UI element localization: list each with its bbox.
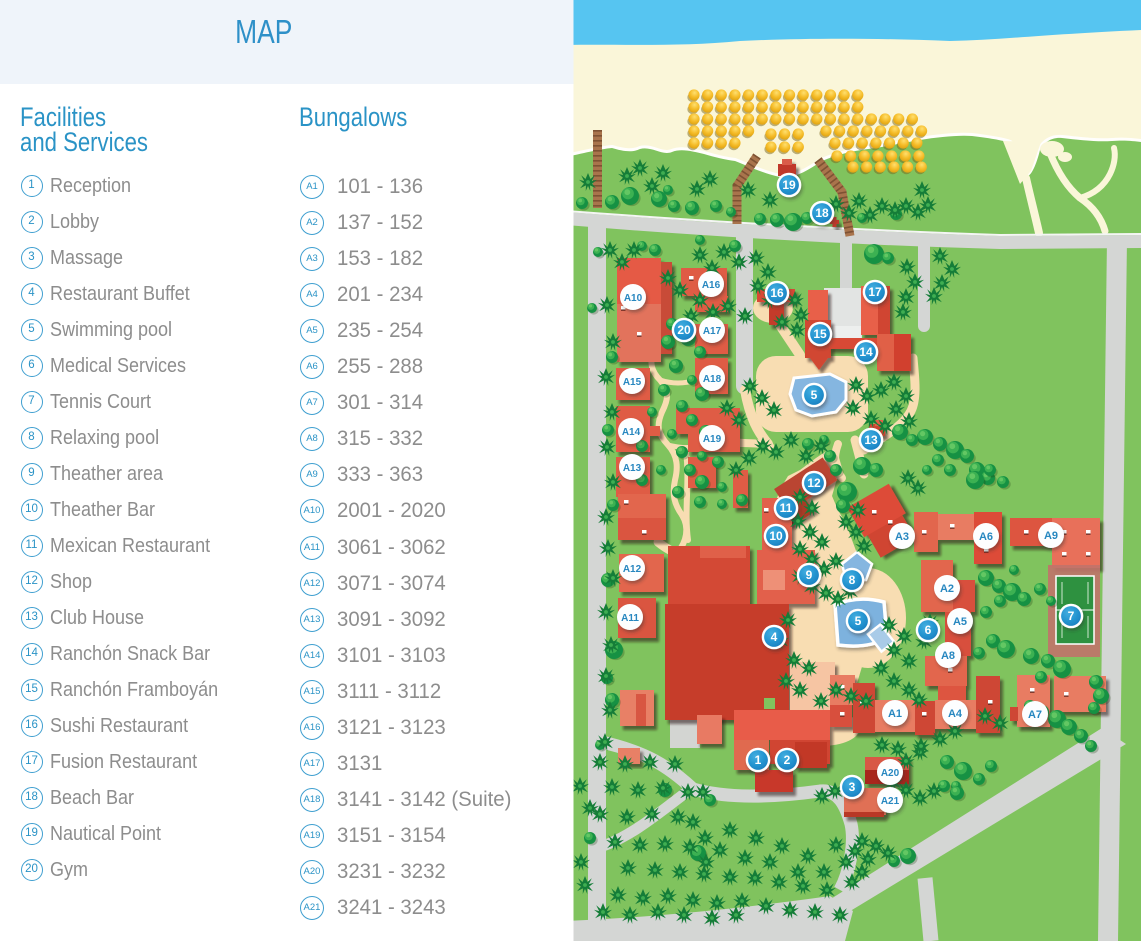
svg-text:15: 15 bbox=[813, 327, 827, 341]
svg-text:A9: A9 bbox=[1044, 530, 1058, 542]
svg-text:4: 4 bbox=[771, 630, 778, 644]
svg-text:20: 20 bbox=[677, 323, 691, 337]
svg-text:A14: A14 bbox=[622, 427, 641, 438]
svg-text:12: 12 bbox=[807, 476, 821, 490]
svg-text:A10: A10 bbox=[624, 293, 643, 304]
svg-text:17: 17 bbox=[868, 285, 882, 299]
svg-text:A5: A5 bbox=[953, 616, 967, 628]
svg-text:13: 13 bbox=[864, 433, 878, 447]
svg-text:18: 18 bbox=[815, 206, 829, 220]
svg-text:A19: A19 bbox=[703, 434, 722, 445]
svg-text:A13: A13 bbox=[623, 463, 642, 474]
svg-text:1: 1 bbox=[755, 753, 762, 767]
svg-text:A8: A8 bbox=[941, 650, 955, 662]
svg-text:7: 7 bbox=[1068, 609, 1075, 623]
svg-text:6: 6 bbox=[925, 623, 932, 637]
svg-text:2: 2 bbox=[784, 753, 791, 767]
svg-text:16: 16 bbox=[770, 286, 784, 300]
svg-text:9: 9 bbox=[806, 568, 813, 582]
svg-text:19: 19 bbox=[782, 178, 796, 192]
svg-text:A18: A18 bbox=[703, 374, 722, 385]
svg-text:A4: A4 bbox=[948, 708, 963, 720]
svg-text:5: 5 bbox=[811, 388, 818, 402]
svg-text:10: 10 bbox=[769, 529, 783, 543]
svg-text:11: 11 bbox=[780, 501, 793, 515]
svg-text:3: 3 bbox=[849, 780, 856, 794]
svg-text:A12: A12 bbox=[623, 564, 642, 575]
svg-text:14: 14 bbox=[859, 345, 873, 359]
svg-text:A11: A11 bbox=[621, 613, 639, 624]
svg-text:A3: A3 bbox=[895, 531, 909, 543]
svg-text:A6: A6 bbox=[979, 531, 993, 543]
svg-text:5: 5 bbox=[855, 614, 862, 628]
svg-text:A2: A2 bbox=[940, 583, 954, 595]
svg-text:A21: A21 bbox=[881, 796, 900, 807]
svg-text:A1: A1 bbox=[888, 708, 902, 720]
svg-text:A15: A15 bbox=[623, 377, 642, 388]
svg-text:A20: A20 bbox=[881, 768, 900, 779]
svg-text:A7: A7 bbox=[1028, 709, 1042, 721]
svg-text:A17: A17 bbox=[703, 326, 722, 337]
svg-text:A16: A16 bbox=[702, 280, 721, 291]
svg-text:8: 8 bbox=[849, 573, 856, 587]
